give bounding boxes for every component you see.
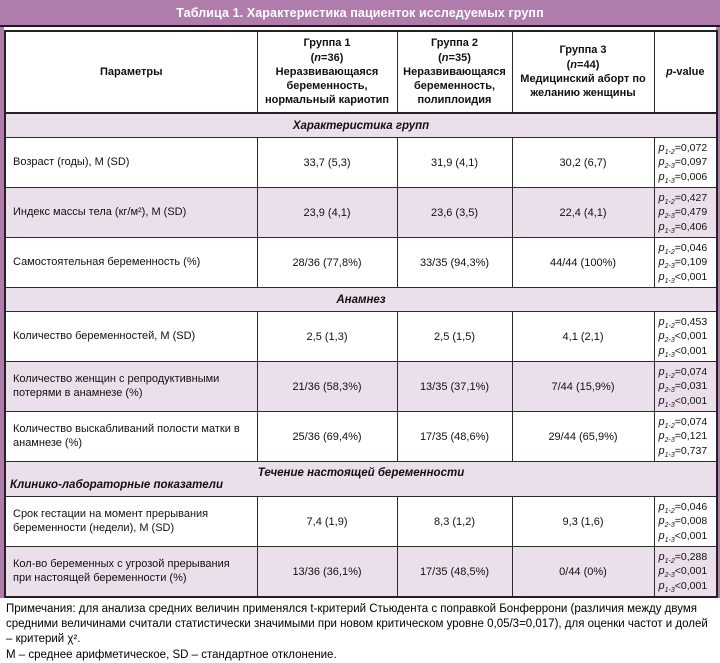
group1-value: 13/36 (36,1%) [256, 546, 398, 598]
param-label: Количество беременностей, М (SD) [4, 311, 258, 362]
pvalue-cell: p1-2=0,046 p2-3=0,109 p1-3<0,001 [653, 237, 718, 288]
table-row-gestation-term: Срок гестации на момент прерывания берем… [4, 496, 718, 547]
group1-value: 23,9 (4,1) [256, 187, 398, 238]
pvalue-cell: p1-2=0,046 p2-3=0,008 p1-3<0,001 [653, 496, 718, 547]
pvalue-cell: p1-2=0,453 p2-3<0,001 p1-3<0,001 [653, 311, 718, 362]
group2-value: 13/35 (37,1%) [396, 361, 513, 412]
table-notes: Примечания: для анализа средних величин … [0, 598, 720, 663]
characteristics-table: Параметры Группа 1 (n=36) Неразвивающаяс… [4, 30, 718, 598]
table-row-curettage-count: Количество выскабливаний полости матки в… [4, 411, 718, 462]
section-title: Анамнез [4, 287, 718, 312]
pvalue-cell: p1-2=0,074 p2-3=0,121 p1-3=0,737 [653, 411, 718, 462]
group1-name: Группа 1 [303, 37, 351, 50]
group3-value: 7/44 (15,9%) [511, 361, 655, 412]
group3-n: (n=44) [566, 58, 600, 71]
column-header-group1: Группа 1 (n=36) Неразвивающаяся беременн… [256, 30, 398, 114]
table-frame: Таблица 1. Характеристика пациенток иссл… [0, 0, 720, 598]
header-row: Параметры Группа 1 (n=36) Неразвивающаяс… [4, 30, 718, 114]
group3-value: 0/44 (0%) [511, 546, 655, 598]
group1-desc: Неразвивающаяся беременность, нормальный… [265, 65, 389, 107]
pvalue-cell: p1-2=0,072 p2-3=0,097 p1-3=0,006 [653, 137, 718, 188]
param-label: Индекс массы тела (кг/м²), М (SD) [4, 187, 258, 238]
group2-value: 8,3 (1,2) [396, 496, 513, 547]
param-label: Срок гестации на момент прерывания берем… [4, 496, 258, 547]
section-row-current-pregnancy: Течение настоящей беременности Клинико-л… [4, 461, 718, 497]
section-title-dual: Течение настоящей беременности Клинико-л… [4, 461, 718, 497]
group1-value: 21/36 (58,3%) [256, 361, 398, 412]
group2-name: Группа 2 [430, 37, 479, 50]
table-row-age: Возраст (годы), М (SD) 33,7 (5,3) 31,9 (… [4, 137, 718, 188]
group2-n: (n=35) [438, 51, 471, 64]
pvalue-cell: p1-2=0,427 p2-3=0,479 p1-3=0,406 [653, 187, 718, 238]
group3-value: 30,2 (6,7) [511, 137, 655, 188]
group1-value: 2,5 (1,3) [256, 311, 398, 362]
group3-value: 22,4 (4,1) [511, 187, 655, 238]
column-header-pvalue: p-value [653, 30, 718, 114]
group3-value: 44/44 (100%) [511, 237, 655, 288]
param-label: Кол-во беременных с угрозой прерывания п… [4, 546, 258, 598]
group1-value: 25/36 (69,4%) [256, 411, 398, 462]
table-row-reproductive-losses: Количество женщин с репродуктивными поте… [4, 361, 718, 412]
group2-value: 17/35 (48,6%) [396, 411, 513, 462]
notes-line-2: М – среднее арифметическое, SD – стандар… [6, 648, 337, 661]
section-title-centered: Течение настоящей беременности [257, 467, 465, 479]
pvalue-cell: p1-2=0,288 p2-3<0,001 p1-3<0,001 [653, 546, 718, 598]
section-title: Характеристика групп [4, 112, 718, 138]
group1-value: 28/36 (77,8%) [256, 237, 398, 288]
group3-desc: Медицинский аборт по желанию женщины [520, 73, 646, 100]
group1-value: 33,7 (5,3) [256, 137, 398, 188]
group2-value: 23,6 (3,5) [396, 187, 513, 238]
section-row-anamnesis: Анамнез [4, 287, 718, 312]
table-row-threatened-miscarriage: Кол-во беременных с угрозой прерывания п… [4, 546, 718, 598]
section-title-left: Клинико-лабораторные показатели [10, 479, 223, 491]
column-header-params: Параметры [4, 30, 258, 114]
table-row-spontaneous-pregnancy: Самостоятельная беременность (%) 28/36 (… [4, 237, 718, 288]
group2-value: 33/35 (94,3%) [396, 237, 513, 288]
group2-value: 17/35 (48,5%) [396, 546, 513, 598]
param-label: Количество женщин с репродуктивными поте… [4, 361, 258, 412]
group3-name: Группа 3 [559, 44, 607, 57]
pvalue-cell: p1-2=0,074 p2-3=0,031 p1-3<0,001 [653, 361, 718, 412]
table-row-pregnancy-count: Количество беременностей, М (SD) 2,5 (1,… [4, 311, 718, 362]
group2-value: 2,5 (1,5) [396, 311, 513, 362]
column-header-group3: Группа 3 (n=44) Медицинский аборт по жел… [511, 30, 655, 114]
group1-n: (n=36) [310, 51, 344, 64]
table-row-bmi: Индекс массы тела (кг/м²), М (SD) 23,9 (… [4, 187, 718, 238]
table-header: Параметры Группа 1 (n=36) Неразвивающаяс… [4, 30, 718, 114]
group1-value: 7,4 (1,9) [256, 496, 398, 547]
section-row-group-characteristics: Характеристика групп [4, 112, 718, 138]
group2-value: 31,9 (4,1) [396, 137, 513, 188]
group2-desc: Неразвивающаяся беременность, полиплоиди… [403, 65, 506, 107]
group3-value: 29/44 (65,9%) [511, 411, 655, 462]
group3-value: 4,1 (2,1) [511, 311, 655, 362]
notes-line-1: Примечания: для анализа средних величин … [6, 603, 708, 646]
table-title: Таблица 1. Характеристика пациенток иссл… [0, 0, 720, 27]
param-label: Возраст (годы), М (SD) [4, 137, 258, 188]
column-header-group2: Группа 2 (n=35) Неразвивающаяся беременн… [396, 30, 513, 114]
group3-value: 9,3 (1,6) [511, 496, 655, 547]
param-label: Количество выскабливаний полости матки в… [4, 411, 258, 462]
param-label: Самостоятельная беременность (%) [4, 237, 258, 288]
